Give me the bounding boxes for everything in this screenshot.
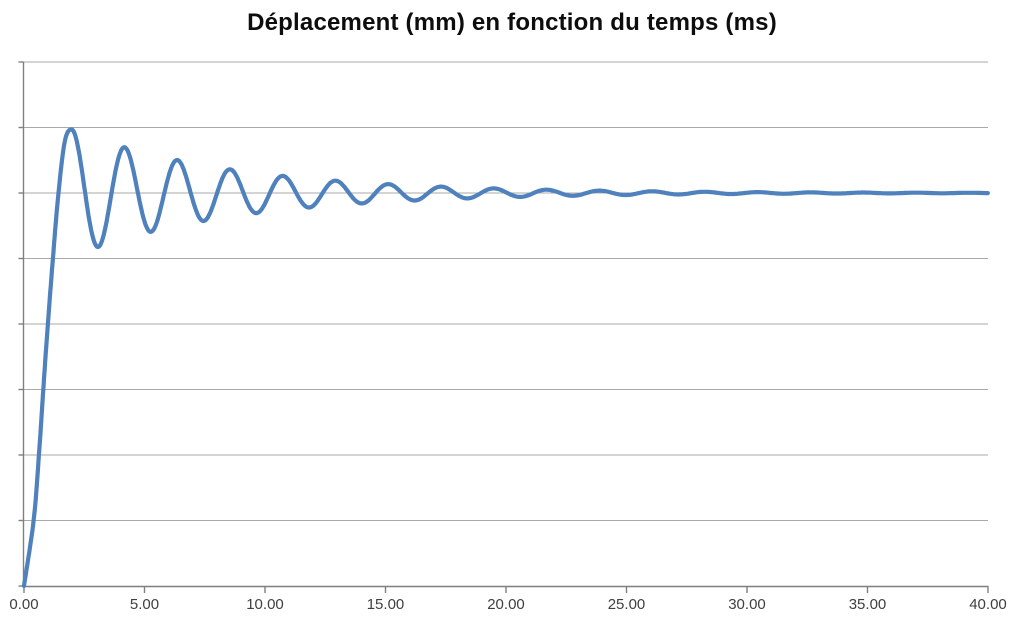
x-tick-label: 40.00 — [969, 596, 1007, 613]
chart-title: Déplacement (mm) en fonction du temps (m… — [247, 9, 777, 36]
x-tick-label: 10.00 — [246, 596, 284, 613]
x-tick-label: 30.00 — [728, 596, 766, 613]
x-tick-label: 0.00 — [9, 596, 38, 613]
x-tick-label: 20.00 — [487, 596, 525, 613]
x-tick-label: 15.00 — [367, 596, 405, 613]
x-tick-label: 25.00 — [608, 596, 646, 613]
x-tick-label: 5.00 — [130, 596, 159, 613]
series-line — [21, 127, 990, 589]
x-tick-label: 35.00 — [849, 596, 887, 613]
